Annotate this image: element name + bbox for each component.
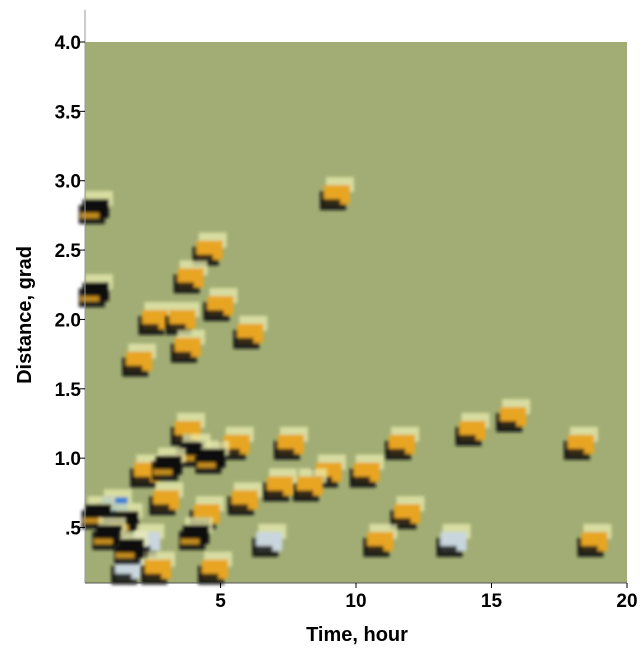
event-cell <box>173 260 208 294</box>
event-cell <box>152 447 187 481</box>
event-cell <box>195 440 230 474</box>
y-tick-label: 3.0 <box>55 172 81 193</box>
event-cell <box>179 516 214 550</box>
y-tick-label: 2.0 <box>55 310 81 331</box>
event-cell <box>149 482 184 516</box>
y-tick-label: .5 <box>65 519 81 540</box>
x-tick-label: 5 <box>215 591 226 612</box>
event-cell <box>363 523 398 557</box>
x-tick-label: 15 <box>481 591 503 612</box>
y-tick-label: 4.0 <box>55 33 81 54</box>
x-tick-label: 10 <box>345 591 366 612</box>
y-tick-label: 2.5 <box>55 241 82 262</box>
event-cell <box>577 523 612 557</box>
event-cell <box>141 551 176 585</box>
event-cell <box>198 551 233 585</box>
event-cell <box>496 399 531 433</box>
event-cell <box>349 454 384 488</box>
event-cell <box>273 426 308 460</box>
axes: 5 10 15 20 .5 1.0 1.5 2.0 2.5 3.0 3.5 4.0 <box>55 10 638 612</box>
event-cell <box>455 412 490 446</box>
y-axis-label: Distance, grad <box>14 246 36 384</box>
event-cell <box>385 426 420 460</box>
event-cell <box>563 426 598 460</box>
event-cell <box>114 530 149 564</box>
event-cell <box>227 482 262 516</box>
event-cell <box>203 288 238 322</box>
event-cell <box>436 523 471 557</box>
event-cell <box>92 516 127 550</box>
x-tick-label: 20 <box>616 591 637 612</box>
y-tick-label: 3.5 <box>55 102 82 123</box>
event-cell <box>390 496 425 530</box>
event-cell <box>320 177 355 211</box>
y-tick-label: 1.0 <box>55 449 81 470</box>
event-cell <box>138 301 173 335</box>
event-cell <box>122 343 157 377</box>
x-axis-label: Time, hour <box>306 624 408 646</box>
plot-area <box>78 42 627 585</box>
event-cell <box>252 523 287 557</box>
event-cell <box>292 468 327 502</box>
event-cell <box>263 468 298 502</box>
event-cell <box>233 315 268 349</box>
y-tick-label: 1.5 <box>55 380 82 401</box>
event-cell <box>170 329 205 363</box>
